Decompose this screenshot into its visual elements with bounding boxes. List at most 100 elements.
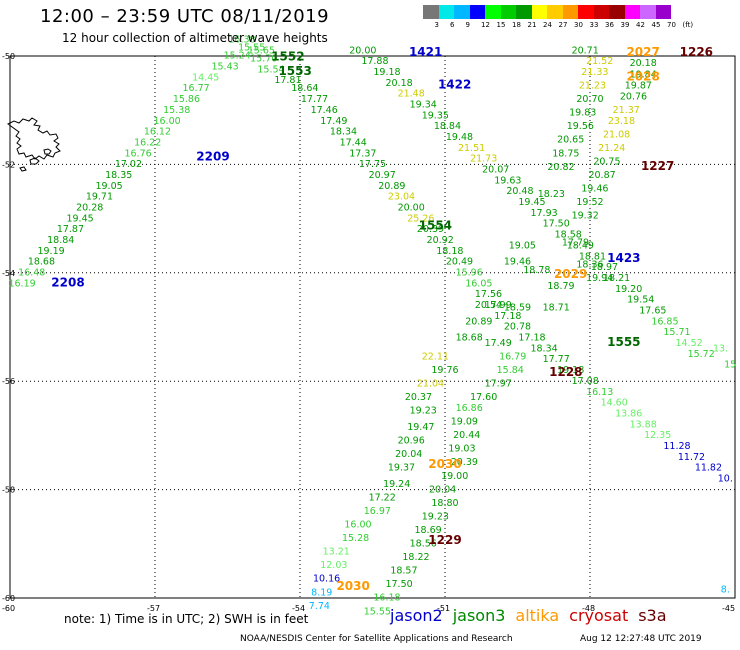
axis-labels: -50 -52 -54 -56 -58 -60-60 -57 -54 -51 -48 -45 xyxy=(2,52,735,613)
legend-label: 33 xyxy=(589,21,599,29)
swh-value: 17.37 xyxy=(349,148,376,159)
page-subtitle: 12 hour collection of altimeter wave hei… xyxy=(62,31,328,45)
lon-tick-label: -45 xyxy=(722,604,735,613)
swh-value: 20.18 xyxy=(630,58,657,69)
swh-value: 19.05 xyxy=(95,181,122,192)
swh-value: 16.13 xyxy=(586,387,613,398)
swh-value: 19.05 xyxy=(509,240,536,251)
swh-value: 15.43 xyxy=(211,62,238,73)
lat-tick-label: -56 xyxy=(2,377,15,386)
lon-tick-label: -57 xyxy=(147,604,160,613)
swh-value: 17.97 xyxy=(485,379,512,390)
swh-value: 18.79 xyxy=(547,281,574,292)
pass-label: 2030 xyxy=(336,579,369,593)
swh-value: 18.22 xyxy=(402,552,429,563)
swh-value: 17.18 xyxy=(518,333,545,344)
swh-value: 16.00 xyxy=(153,116,180,127)
swh-value: 20.78 xyxy=(504,322,531,333)
swh-value: 18.18 xyxy=(436,246,463,257)
swh-value: 17.77 xyxy=(301,94,328,105)
swh-value: 18.58 xyxy=(555,230,582,241)
pass-label: 1423 xyxy=(607,251,640,265)
legend-swatch xyxy=(562,5,578,19)
swh-value: 12.03 xyxy=(320,560,347,571)
lat-tick-label: -54 xyxy=(2,269,15,278)
satellite-altika: altika xyxy=(515,606,560,625)
lon-tick-label: -54 xyxy=(292,604,305,613)
swh-value: 13.88 xyxy=(630,419,657,430)
legend-label: 18 xyxy=(512,21,521,29)
swh-value: 23.18 xyxy=(608,116,635,127)
pass-label: 1227 xyxy=(641,159,674,173)
swh-value: 16.97 xyxy=(364,506,391,517)
swh-value: 19.94 xyxy=(586,273,613,284)
swh-value: 17.18 xyxy=(494,311,521,322)
swh-value: 18.75 xyxy=(552,148,579,159)
swh-value: 19.32 xyxy=(572,211,599,222)
swh-value: 15.71 xyxy=(663,327,690,338)
swh-value: 18.84 xyxy=(47,235,74,246)
pass-label: 1421 xyxy=(409,45,442,59)
swh-value: 18.80 xyxy=(431,498,458,509)
swh-value: 8.19 xyxy=(311,587,332,598)
swh-value: 16.86 xyxy=(456,403,483,414)
swh-value: 17.08 xyxy=(572,376,599,387)
swh-value: 20.28 xyxy=(76,202,103,213)
legend-swatch xyxy=(655,5,671,19)
swh-value: 18.23 xyxy=(538,189,565,200)
swh-value: 10. xyxy=(718,473,733,484)
swh-value: 19.54 xyxy=(627,295,654,306)
swh-value: 19.09 xyxy=(451,417,478,428)
lat-tick-label: -50 xyxy=(2,52,15,61)
swh-value: 16.48 xyxy=(18,268,45,279)
legend-swatch xyxy=(423,5,439,19)
swh-value: 21.37 xyxy=(613,105,640,116)
legend-label: 6 xyxy=(450,21,455,29)
footer-note: note: 1) Time is in UTC; 2) SWH is in fe… xyxy=(64,612,309,626)
swh-value: 15.28 xyxy=(342,533,369,544)
swh-value: 21.04 xyxy=(417,379,444,390)
swh-value: 18.69 xyxy=(414,525,441,536)
swh-value: 14.45 xyxy=(192,72,219,83)
swh-value: 18.56 xyxy=(410,539,437,550)
legend-swatch xyxy=(516,5,532,19)
legend-label: 42 xyxy=(636,21,645,29)
swh-value: 21.24 xyxy=(598,143,625,154)
swh-value: 17.56 xyxy=(475,289,502,300)
swh-value: 21.08 xyxy=(603,129,630,140)
pass-label: 2209 xyxy=(196,150,229,164)
legend-swatch xyxy=(454,5,470,19)
swh-value: 20.82 xyxy=(547,162,574,173)
swh-value: 16.38 xyxy=(228,34,255,45)
swh-value: 15.54 xyxy=(257,64,284,75)
lat-tick-label: -60 xyxy=(2,594,15,603)
swh-value: 19.71 xyxy=(86,192,113,203)
swh-value: 19.20 xyxy=(615,284,642,295)
legend-swatch xyxy=(438,5,454,19)
swh-value: 10.16 xyxy=(313,574,340,585)
swh-value: 19.37 xyxy=(388,463,415,474)
swh-value: 19.84 xyxy=(630,70,657,81)
swh-value: 17.87 xyxy=(57,224,84,235)
satellite-legend: jason2 jason3 altika cryosat s3a xyxy=(390,606,677,625)
swh-value: 20.87 xyxy=(588,170,615,181)
swh-value: 20.75 xyxy=(593,156,620,167)
legend-label: 3 xyxy=(434,21,439,29)
swh-value: 18.35 xyxy=(105,170,132,181)
pass-label: 2029 xyxy=(554,267,587,281)
swh-value: 7.74 xyxy=(309,601,330,612)
swh-value: 20.96 xyxy=(398,436,425,447)
swh-value: 15.70 xyxy=(250,53,277,64)
pass-label: 2028 xyxy=(626,69,659,83)
legend-swatch xyxy=(578,5,594,19)
pass-label: 1554 xyxy=(419,218,452,232)
swh-value: 15.84 xyxy=(497,365,524,376)
swh-value: 19.45 xyxy=(518,197,545,208)
swh-value: 11.28 xyxy=(663,441,690,452)
map-frame xyxy=(9,55,736,599)
lon-tick-label: -48 xyxy=(582,604,595,613)
swh-value: 21.73 xyxy=(470,154,497,165)
swh-value: 19.63 xyxy=(494,175,521,186)
swh-value: 19.47 xyxy=(407,422,434,433)
swh-value: 20.89 xyxy=(465,316,492,327)
